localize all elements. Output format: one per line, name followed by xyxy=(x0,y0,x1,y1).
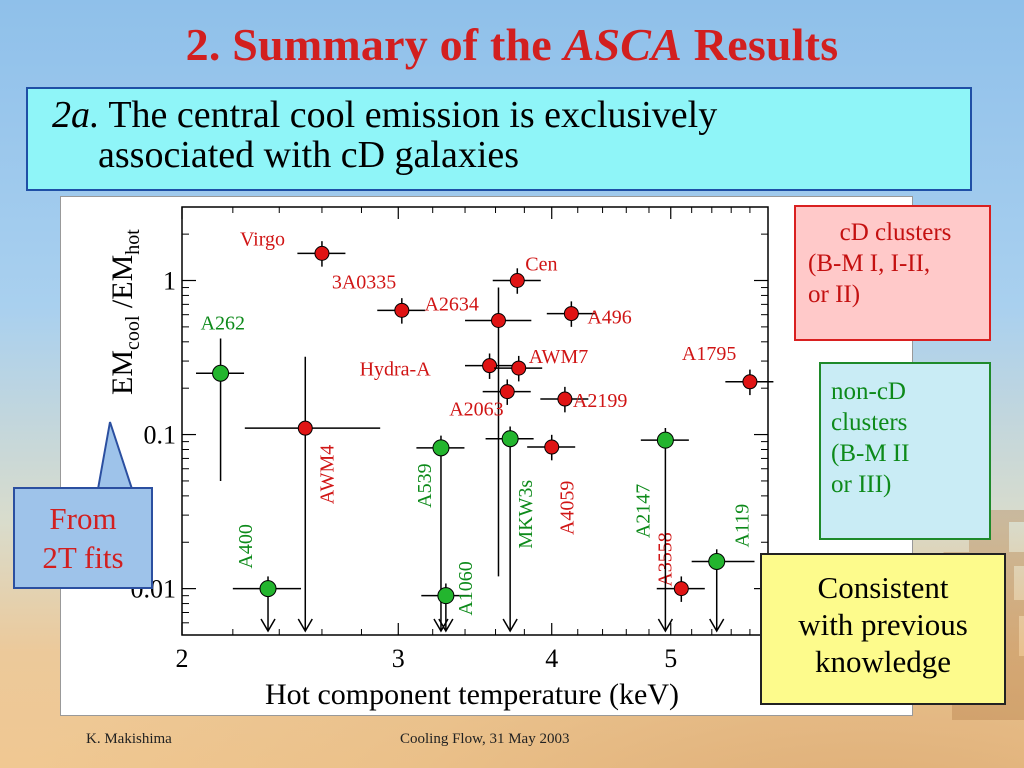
x-tick-label: 5 xyxy=(664,644,677,673)
point-a2147 xyxy=(656,431,674,449)
consistent-line-3: knowledge xyxy=(814,644,952,679)
x-axis-label: Hot component temperature (keV) xyxy=(265,678,679,711)
slide-title: 2. Summary of the ASCA Results xyxy=(0,18,1024,71)
y-tick-label: 0.1 xyxy=(144,421,177,450)
legend-cd-line-3: or II) xyxy=(808,281,861,308)
point-label-3a0335: 3A0335 xyxy=(332,271,396,293)
legend-noncd-box: non-cD clusters (B-M II or III) xyxy=(819,362,991,540)
point-label-a1795: A1795 xyxy=(682,343,736,365)
y-axis-label: EMcool /EMhot xyxy=(106,229,144,395)
y-axis-label-subscript: cool xyxy=(122,315,144,350)
title-italic: ASCA xyxy=(563,19,683,70)
point-a262 xyxy=(212,364,230,382)
upper-limit-arrow-a2147 xyxy=(657,618,674,633)
upper-limit-arrow-mkw3s xyxy=(502,618,518,633)
title-prefix: 2. Summary of the xyxy=(185,19,552,70)
point-awm7 xyxy=(511,360,527,376)
point-label-a539: A539 xyxy=(414,463,436,507)
point-label-hydra-a: Hydra-A xyxy=(360,359,432,381)
point-a2199 xyxy=(557,391,573,407)
consistent-line-2: with previous xyxy=(798,607,968,642)
legend-noncd-line-3: (B-M II xyxy=(831,440,910,467)
point-label-awm4: AWM4 xyxy=(316,445,338,505)
from-line-1: From xyxy=(49,501,117,536)
footer-author: K. Makishima xyxy=(86,731,172,747)
point-a1060 xyxy=(437,587,455,605)
consistent-line-1: Consistent xyxy=(817,570,949,605)
point-awm4 xyxy=(297,420,313,436)
consistent-box: Consistent with previous knowledge xyxy=(760,553,1006,705)
upper-limit-arrow-a119 xyxy=(709,618,725,633)
point-label-mkw3s: MKW3s xyxy=(515,480,537,549)
legend-cd-line-1: cD clusters xyxy=(839,219,952,246)
bullet-box: 2a. The central cool emission is exclusi… xyxy=(26,87,972,191)
point-hydra-a xyxy=(482,358,498,374)
upper-limit-arrow-a400 xyxy=(260,618,276,633)
point-a400 xyxy=(259,580,277,598)
point-label-virgo: Virgo xyxy=(240,228,285,250)
legend-noncd-line-1: non-cD xyxy=(831,378,906,405)
legend-cd-line-2: (B-M I, I-II, xyxy=(808,250,931,277)
upper-limit-arrow-a1060 xyxy=(438,618,454,633)
point-label-a262: A262 xyxy=(201,312,245,334)
legend-noncd-line-2: clusters xyxy=(831,409,908,436)
point-3a0335 xyxy=(394,302,410,318)
point-label-a400: A400 xyxy=(235,524,257,568)
y-axis-label-part: /EM xyxy=(106,255,139,316)
y-axis-label-subscript: hot xyxy=(122,229,144,255)
point-label-awm7: AWM7 xyxy=(529,346,589,368)
x-tick-label: 3 xyxy=(392,644,405,673)
point-label-a119: A119 xyxy=(732,504,754,548)
y-axis-label-part: EM xyxy=(106,350,139,395)
point-mkw3s xyxy=(501,430,519,448)
point-a4059 xyxy=(544,439,560,455)
point-a2063 xyxy=(499,384,515,400)
upper-limit-arrow-awm4 xyxy=(297,618,313,633)
bullet-number: 2a. xyxy=(52,94,100,136)
point-label-a2063: A2063 xyxy=(449,399,503,421)
point-label-a496: A496 xyxy=(587,307,631,329)
title-suffix: Results xyxy=(693,19,839,70)
point-a496 xyxy=(563,306,579,322)
point-label-cen: Cen xyxy=(525,254,557,276)
footer-event: Cooling Flow, 31 May 2003 xyxy=(400,731,570,747)
legend-cd-box: cD clusters (B-M I, I-II, or II) xyxy=(794,205,991,341)
from-2t-callout: From 2T fits xyxy=(13,487,153,589)
point-label-a4059: A4059 xyxy=(557,481,579,535)
point-a539 xyxy=(432,439,450,457)
point-a1795 xyxy=(742,374,758,390)
point-a3558 xyxy=(673,581,689,597)
point-label-a1060: A1060 xyxy=(455,561,477,615)
point-cen xyxy=(509,273,525,289)
point-label-a2199: A2199 xyxy=(573,390,627,412)
point-a119 xyxy=(708,552,726,570)
point-label-a2147: A2147 xyxy=(632,484,654,538)
point-virgo xyxy=(314,245,330,261)
y-tick-label: 1 xyxy=(163,267,176,296)
point-label-a2634: A2634 xyxy=(424,294,478,316)
plot-frame xyxy=(181,206,769,636)
point-a2634 xyxy=(490,313,506,329)
bullet-line-2: associated with cD galaxies xyxy=(98,134,520,176)
from-line-2: 2T fits xyxy=(42,540,124,575)
bullet-line-1: The central cool emission is exclusively xyxy=(108,94,718,136)
x-tick-label: 2 xyxy=(176,644,189,673)
legend-noncd-line-4: or III) xyxy=(831,471,892,498)
x-tick-label: 4 xyxy=(545,644,558,673)
